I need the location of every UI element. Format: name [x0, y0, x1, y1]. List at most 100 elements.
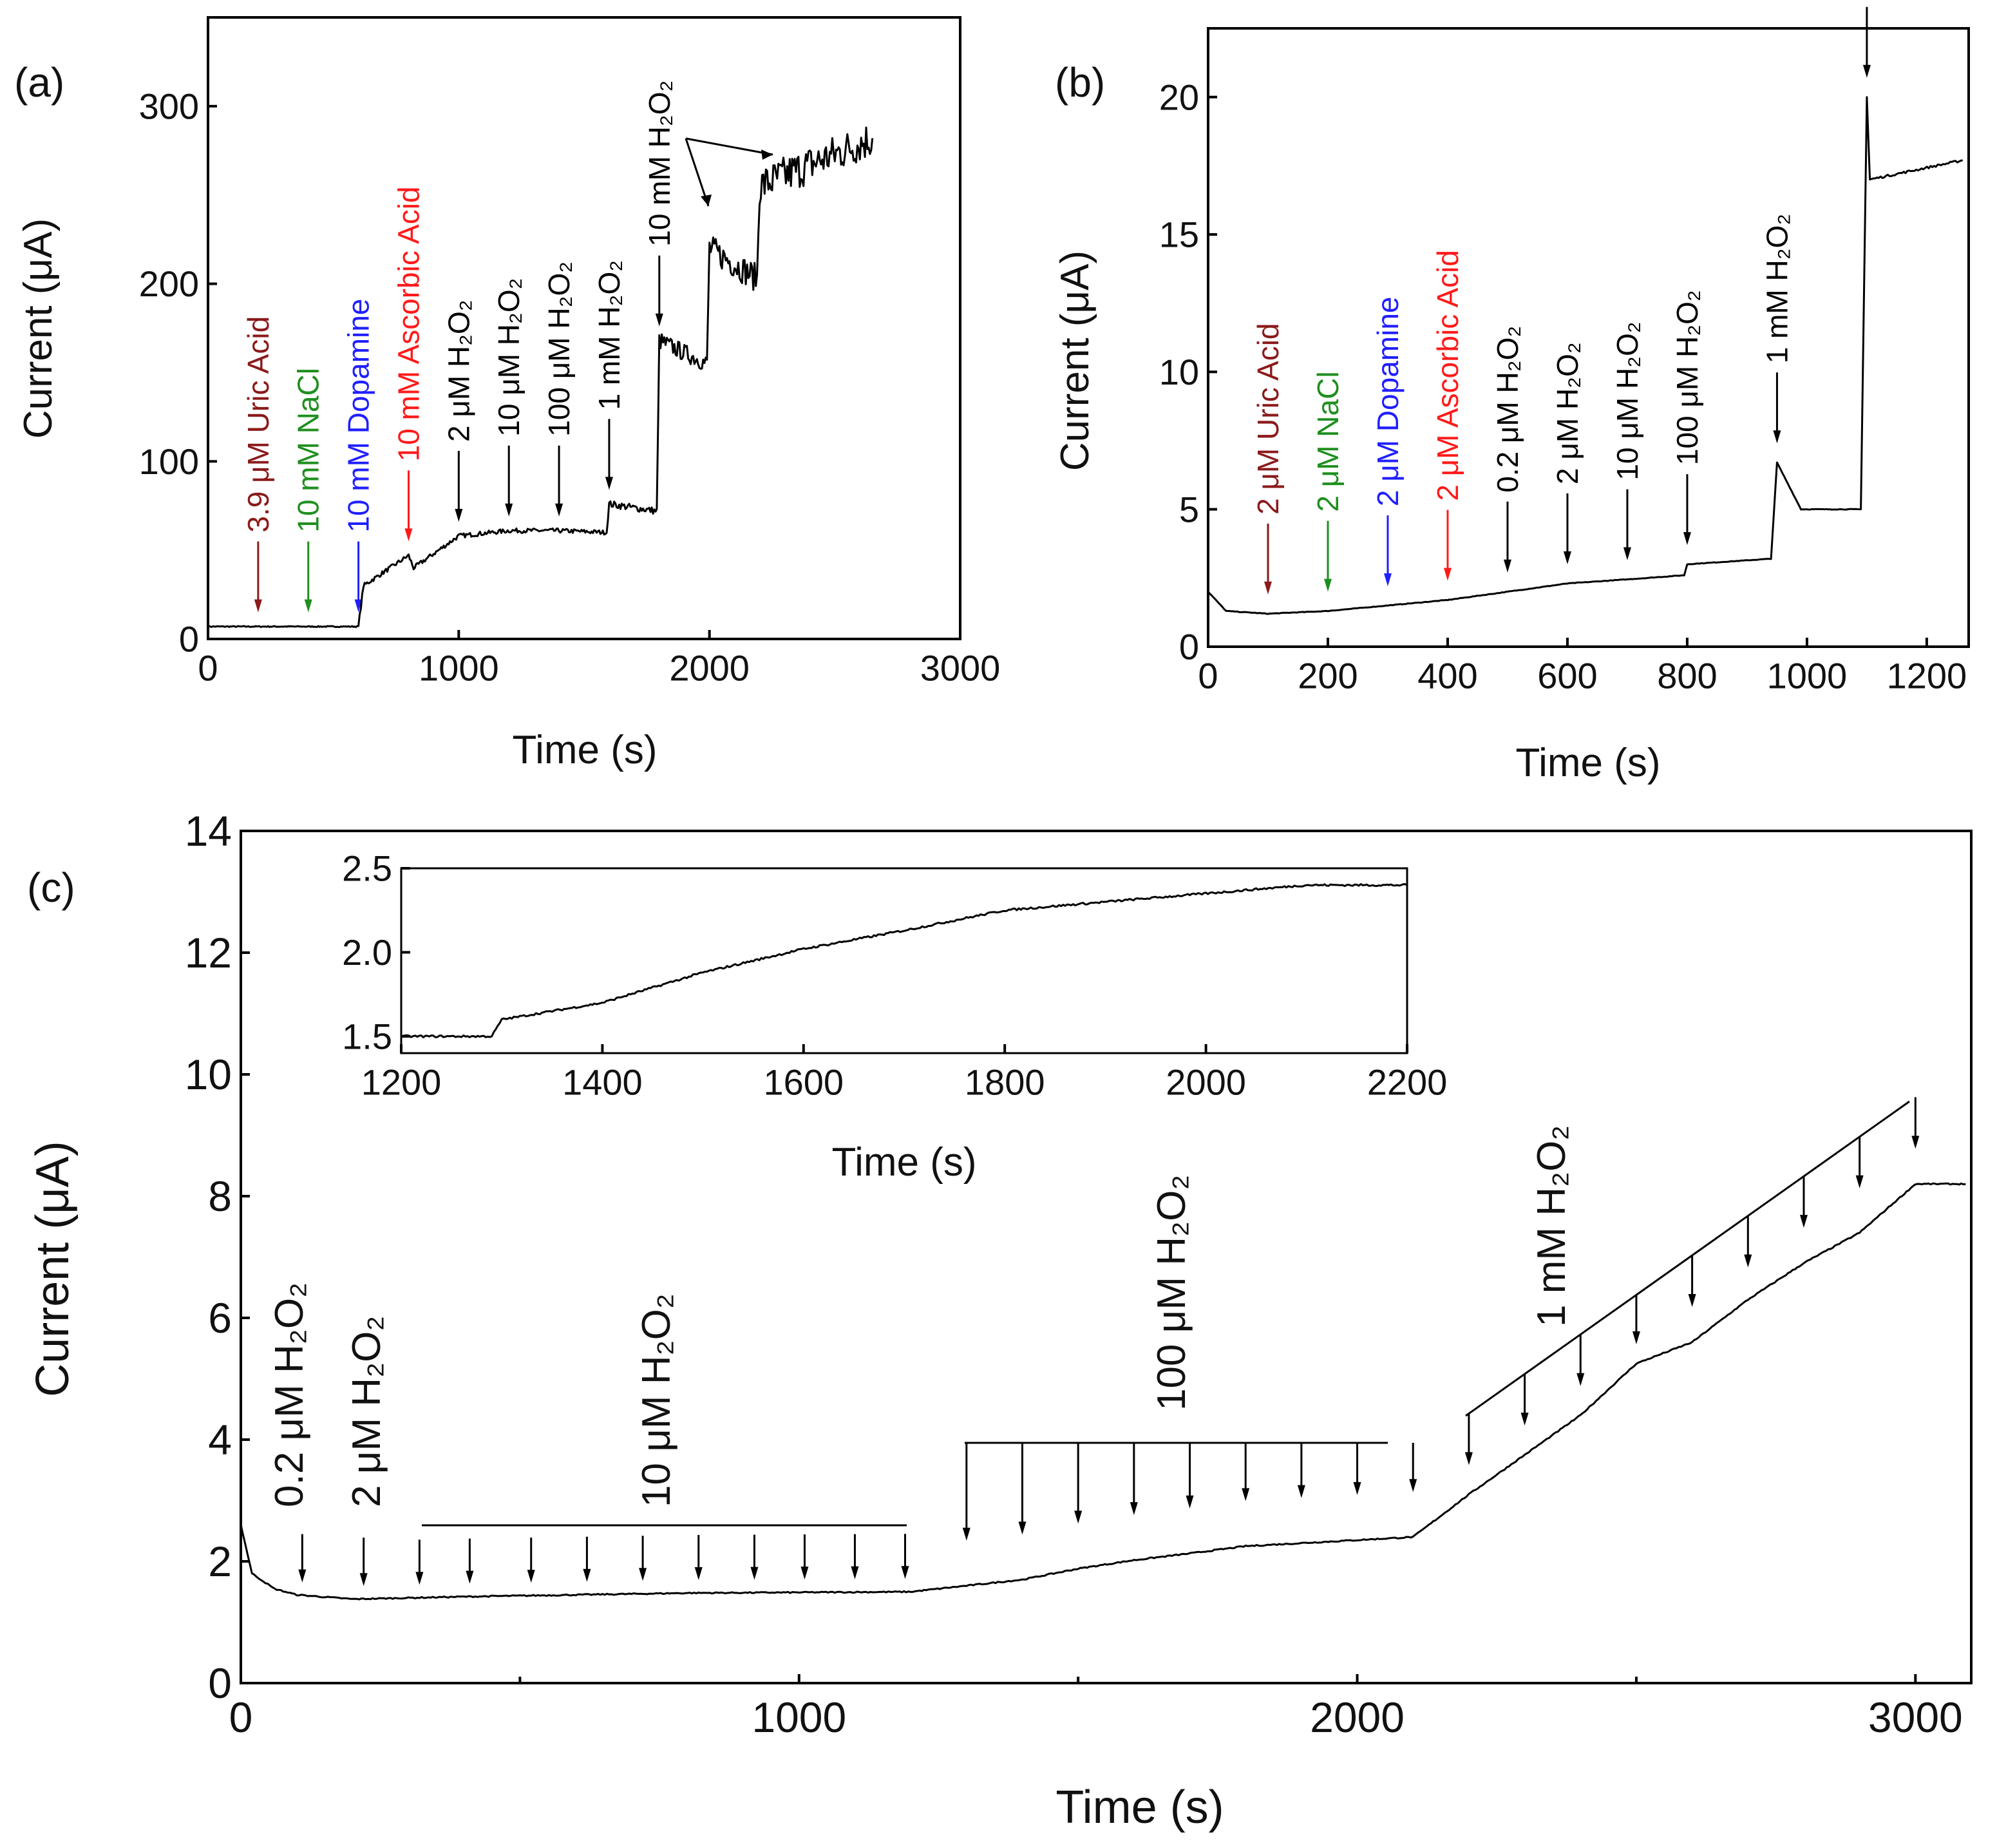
y-tick-label: 12 [185, 929, 232, 976]
inset-x-tick-label: 2200 [1367, 1062, 1448, 1102]
label-0.2um: 0.2 μM H₂O₂ [267, 1282, 312, 1507]
injection-arrow [1242, 1443, 1250, 1501]
injection-label: 3.9 μM Uric Acid [241, 316, 275, 533]
current-trace [1207, 96, 1964, 615]
current-trace [207, 126, 874, 628]
injection-arrow [466, 1538, 474, 1584]
injection-arrow [694, 1535, 703, 1581]
inset-x-axis: 1200 1400 1600 1800 2000 2200 [361, 1044, 1448, 1102]
injection-arrow [851, 1534, 859, 1579]
injection-label: 2 μM NaCl [1311, 371, 1345, 511]
y-tick-label: 0 [179, 619, 199, 660]
x-axis-label: Time (s) [1516, 741, 1661, 785]
y-tick-label: 0 [1179, 627, 1199, 667]
x-axis: 0 1000 2000 3000 [198, 630, 1000, 688]
injection-arrow [1130, 1443, 1138, 1516]
y-tick-label: 14 [185, 807, 232, 855]
x-tick-label: 400 [1417, 655, 1477, 696]
x-tick-label: 800 [1657, 655, 1717, 696]
injection-label: 10 mM Ascorbic Acid [392, 186, 425, 461]
inset-y-tick-label: 2.5 [342, 848, 392, 889]
injection-arrows [298, 1097, 1920, 1586]
x-tick-label: 1000 [752, 1693, 846, 1741]
injection-arrow [800, 1534, 809, 1580]
inset-x-tick-label: 1800 [965, 1062, 1045, 1102]
injection-arrow [1297, 1443, 1305, 1498]
inset-y-axis: 1.5 2.0 2.5 [342, 848, 410, 1057]
inset-y-tick-label: 1.5 [342, 1016, 392, 1057]
inset-frame [400, 867, 1408, 1054]
injection-label: 2 μM H₂O₂ [1551, 342, 1584, 484]
x-tick-label: 3000 [1868, 1693, 1963, 1741]
y-tick-label: 20 [1159, 77, 1199, 117]
y-tick-label: 0 [208, 1659, 232, 1707]
injection-arrow [304, 541, 312, 613]
injection-arrow [254, 541, 262, 613]
injection-arrow [359, 1538, 368, 1586]
injection-label: 2 μM H₂O₂ [442, 300, 475, 442]
injection-arrow [1464, 1413, 1473, 1465]
injection-label: 100 μM H₂O₂ [1670, 290, 1704, 465]
injection-arrow [1911, 1097, 1920, 1149]
injection-arrow [1409, 1443, 1417, 1492]
y-tick-label: 200 [139, 263, 199, 304]
y-tick-label: 8 [208, 1172, 232, 1220]
inset-x-tick-label: 2000 [1166, 1062, 1246, 1102]
x-tick-label: 0 [1198, 655, 1218, 696]
injection-label: 2 μM Ascorbic Acid [1431, 250, 1464, 501]
y-tick-label: 4 [208, 1416, 232, 1463]
injection-arrow [1632, 1295, 1640, 1344]
injection-arrow [455, 451, 463, 522]
injection-label: 10 mM NaCl [292, 368, 325, 533]
label-1mm: 1 mM H₂O₂ [1529, 1125, 1574, 1327]
x-tick-label: 1200 [1887, 655, 1967, 696]
injection-arrow [655, 255, 663, 327]
injection-arrow [1862, 6, 1871, 78]
panel-a: (a) 0 100 200 300 0 1000 2000 3000 3.9 μM Uric… [14, 16, 1000, 772]
inset-x-tick-label: 1200 [361, 1062, 442, 1102]
y-axis-label: Current (μA) [27, 1141, 79, 1397]
x-tick-label: 1000 [1767, 655, 1848, 696]
injection-arrow [354, 541, 363, 613]
injection-label: 2 μM Dopamine [1371, 296, 1405, 506]
label-100um: 100 μM H₂O₂ [1150, 1175, 1194, 1411]
injection-label: 10 mM Dopamine [342, 299, 375, 533]
injection-arrow [555, 445, 563, 517]
injection-label: 10 μM H₂O₂ [492, 278, 525, 436]
injection-arrow [1443, 510, 1452, 581]
x-axis-label: Time (s) [1055, 1782, 1224, 1833]
injection-arrow [1383, 515, 1392, 587]
injection-arrow [1576, 1334, 1585, 1386]
y-tick-label: 6 [208, 1294, 232, 1342]
x-tick-label: 2000 [669, 647, 750, 688]
injection-arrow [750, 1534, 759, 1580]
inset-x-axis-label: Time (s) [832, 1140, 977, 1185]
plot-frame [240, 830, 1973, 1684]
inset-y-tick-label: 2.0 [342, 932, 392, 973]
injection-arrow [1683, 474, 1691, 546]
x-axis: 0 1000 2000 3000 [229, 1674, 1963, 1741]
bracket-1mm [1465, 1100, 1910, 1417]
y-tick-label: 300 [139, 86, 199, 126]
y-tick-label: 10 [1159, 352, 1199, 392]
injection-arrow [1018, 1443, 1027, 1535]
injection-arrow [605, 419, 613, 490]
injection-arrow [1563, 493, 1571, 564]
injection-arrow [1503, 501, 1511, 573]
injection-label: 2 μM Uric Acid [1251, 323, 1285, 514]
y-tick-label: 15 [1159, 214, 1199, 255]
injection-arrow [901, 1534, 909, 1579]
injection-arrow [583, 1536, 591, 1582]
injection-arrow [404, 470, 413, 542]
injection-annotations: 3.9 μM Uric Acid 10 mM NaCl 10 mM Dopamine… [241, 81, 676, 613]
y-tick-label: 10 [185, 1051, 232, 1098]
x-tick-label: 200 [1298, 655, 1358, 696]
inset-x-tick-label: 1400 [562, 1062, 643, 1102]
label-2um: 2 μM H₂O₂ [345, 1316, 389, 1507]
x-tick-label: 0 [229, 1693, 253, 1741]
injection-arrow [1688, 1255, 1696, 1307]
y-tick-label: 2 [208, 1538, 232, 1585]
panel-label: (c) [27, 864, 75, 911]
injection-arrow [527, 1538, 535, 1583]
